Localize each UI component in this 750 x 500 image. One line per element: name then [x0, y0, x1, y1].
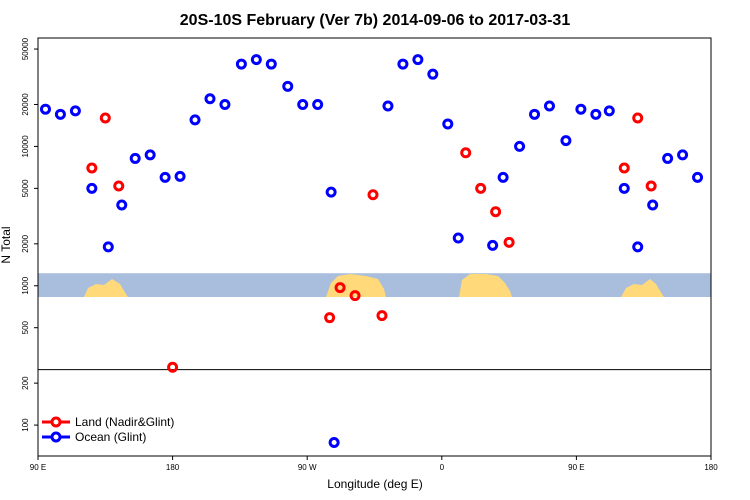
- ocean-point: [529, 108, 541, 120]
- ocean-point: [412, 54, 424, 66]
- ocean-point: [452, 232, 464, 244]
- land-point: [113, 180, 125, 192]
- ocean-point: [144, 149, 156, 161]
- y-tick-label: 5000: [21, 179, 30, 197]
- ocean-point: [235, 58, 247, 70]
- ocean-point: [265, 58, 277, 70]
- land-point: [376, 310, 388, 322]
- ocean-point: [514, 140, 526, 152]
- ocean-point: [677, 149, 689, 161]
- ocean-point: [647, 199, 659, 211]
- ocean-point: [250, 54, 262, 66]
- land-point: [475, 182, 487, 194]
- y-tick-label: 200: [21, 376, 30, 390]
- chart-title: 20S-10S February (Ver 7b) 2014-09-06 to …: [180, 12, 571, 29]
- legend-marker: [50, 416, 62, 428]
- y-tick-label: 50000: [21, 37, 30, 60]
- ocean-point: [159, 171, 171, 183]
- ocean-point: [204, 93, 216, 105]
- ocean-point: [69, 105, 81, 117]
- ocean-point: [560, 135, 572, 147]
- ocean-point: [102, 241, 114, 253]
- ocean-point: [86, 182, 98, 194]
- x-tick-label: 180: [704, 463, 718, 472]
- ocean-point: [219, 98, 231, 110]
- ocean-point: [174, 170, 186, 182]
- ocean-point: [497, 171, 509, 183]
- ocean-point: [116, 199, 128, 211]
- y-axis-label: N Total: [0, 226, 13, 263]
- legend-label: Land (Nadir&Glint): [75, 415, 174, 429]
- map-band: [38, 273, 711, 298]
- land-point: [367, 189, 379, 201]
- x-tick-label: 90 E: [30, 463, 46, 472]
- ocean-point: [543, 100, 555, 112]
- legend: Land (Nadir&Glint)Ocean (Glint): [42, 415, 174, 444]
- land-point: [503, 236, 515, 248]
- y-tick-label: 2000: [21, 234, 30, 252]
- ocean-point: [129, 152, 141, 164]
- y-tick-label: 100: [21, 418, 30, 432]
- ocean-point: [632, 241, 644, 253]
- y-tick-label: 1000: [21, 276, 30, 294]
- ocean-point: [54, 108, 66, 120]
- x-axis-label: Longitude (deg E): [327, 477, 422, 491]
- ocean-point: [297, 98, 309, 110]
- map-land-3: [459, 274, 512, 298]
- ocean-point: [397, 58, 409, 70]
- data-points: [39, 54, 704, 448]
- y-tick-label: 500: [21, 320, 30, 334]
- land-point: [349, 290, 361, 302]
- land-point: [334, 282, 346, 294]
- ocean-point: [325, 186, 337, 198]
- land-point: [86, 162, 98, 174]
- y-tick-label: 20000: [21, 93, 30, 116]
- ocean-point: [603, 105, 615, 117]
- map-land-1: [84, 279, 128, 298]
- x-tick-label: 90 W: [298, 463, 317, 472]
- legend-marker: [50, 431, 62, 443]
- ocean-point: [282, 80, 294, 92]
- land-point: [167, 361, 179, 373]
- ocean-point: [189, 114, 201, 126]
- land-point: [99, 112, 111, 124]
- ocean-point: [382, 100, 394, 112]
- ocean-point: [427, 68, 439, 80]
- legend-label: Ocean (Glint): [75, 430, 146, 444]
- plot-frame: [37, 37, 712, 457]
- land-point: [645, 180, 657, 192]
- ocean-point: [662, 152, 674, 164]
- land-point: [460, 147, 472, 159]
- ocean-point: [39, 103, 51, 115]
- land-point: [618, 162, 630, 174]
- land-point: [324, 312, 336, 324]
- axis-ticks: 90 E 180 90 W 0 90 E 180 100 200 500 1000 2000 5000…: [21, 37, 718, 472]
- x-tick-label: 180: [166, 463, 180, 472]
- y-tick-label: 10000: [21, 135, 30, 158]
- x-tick-label: 0: [440, 463, 445, 472]
- map-land-4: [621, 279, 664, 298]
- land-point: [490, 206, 502, 218]
- ocean-point: [487, 239, 499, 251]
- land-point: [632, 112, 644, 124]
- ocean-point: [692, 171, 704, 183]
- ocean-point: [442, 118, 454, 130]
- x-tick-label: 90 E: [568, 463, 584, 472]
- ocean-point: [312, 98, 324, 110]
- ocean-point: [328, 436, 340, 448]
- ocean-point: [618, 182, 630, 194]
- ocean-point: [575, 103, 587, 115]
- ocean-point: [590, 108, 602, 120]
